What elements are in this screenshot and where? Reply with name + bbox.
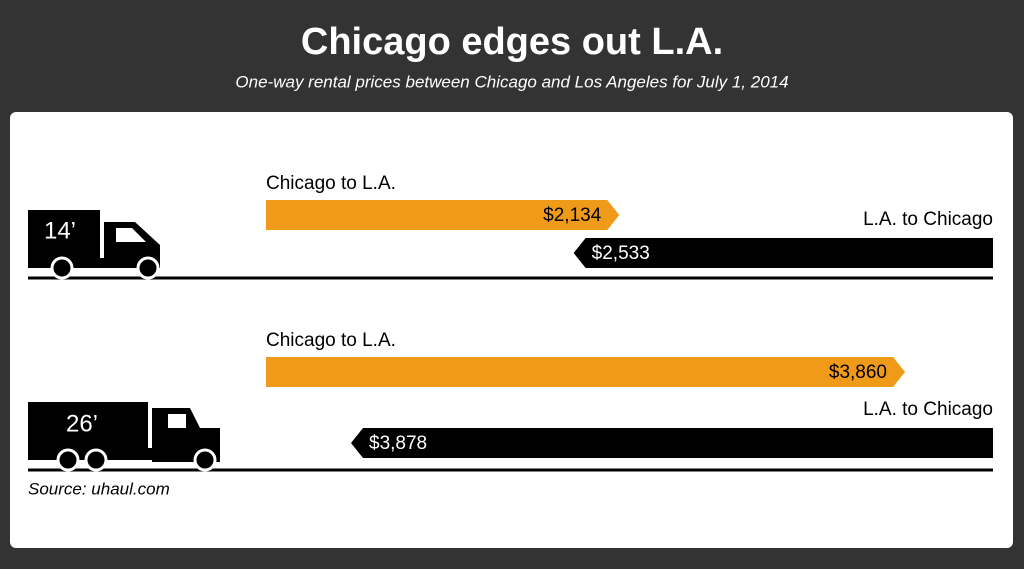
chart-subtitle: One-way rental prices between Chicago an…: [235, 72, 788, 91]
bar: [573, 238, 993, 268]
value-label: $2,533: [592, 243, 650, 264]
series-label: L.A. to Chicago: [863, 209, 993, 230]
bar: [266, 357, 906, 387]
truck-size: 14’: [44, 217, 76, 244]
truck-icon: [28, 402, 220, 472]
truck-size: 26’: [66, 410, 98, 437]
source-note: Source: uhaul.com: [28, 479, 170, 498]
series-label: Chicago to L.A.: [266, 330, 396, 351]
series-label: Chicago to L.A.: [266, 173, 396, 194]
series-label: L.A. to Chicago: [863, 399, 993, 420]
value-label: $3,860: [829, 362, 887, 383]
bar: [266, 200, 620, 230]
value-label: $3,878: [369, 433, 427, 454]
value-label: $2,134: [543, 205, 602, 226]
truck-icon: [28, 210, 160, 280]
chart-title: Chicago edges out L.A.: [301, 21, 723, 63]
bar: [351, 428, 993, 458]
